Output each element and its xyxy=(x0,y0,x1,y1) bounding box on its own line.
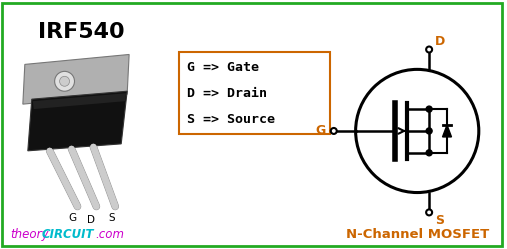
Text: G: G xyxy=(315,124,326,137)
Circle shape xyxy=(426,209,432,215)
Text: D: D xyxy=(435,35,445,48)
Text: D: D xyxy=(87,215,95,225)
Circle shape xyxy=(331,128,337,134)
Text: N-Channel MOSFET: N-Channel MOSFET xyxy=(346,228,489,241)
Circle shape xyxy=(426,128,432,134)
Polygon shape xyxy=(23,55,129,104)
Text: S: S xyxy=(108,213,115,223)
Circle shape xyxy=(426,150,432,156)
Text: G => Gate: G => Gate xyxy=(187,61,259,74)
Text: theory: theory xyxy=(10,228,49,241)
Text: CIRCUIT: CIRCUIT xyxy=(42,228,94,241)
Circle shape xyxy=(60,76,69,86)
Text: IRF540: IRF540 xyxy=(38,22,125,42)
Circle shape xyxy=(426,106,432,112)
Circle shape xyxy=(426,47,432,53)
FancyBboxPatch shape xyxy=(179,53,330,134)
Text: S: S xyxy=(435,214,444,227)
Polygon shape xyxy=(28,91,127,151)
Polygon shape xyxy=(443,125,451,137)
Text: .com: .com xyxy=(95,228,124,241)
Polygon shape xyxy=(33,93,126,109)
Text: S => Source: S => Source xyxy=(187,113,275,125)
Circle shape xyxy=(55,71,75,91)
Text: D => Drain: D => Drain xyxy=(187,87,267,100)
Text: G: G xyxy=(68,213,77,223)
